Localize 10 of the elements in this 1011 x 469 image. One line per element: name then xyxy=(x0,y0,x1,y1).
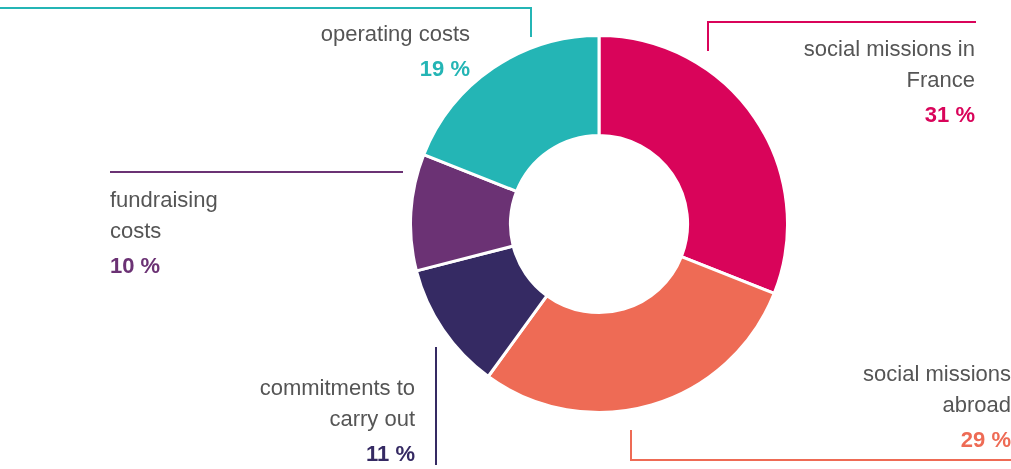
slice-label: social missions in France xyxy=(803,36,975,92)
data-label: 29 % xyxy=(959,426,1011,454)
slice-label: operating costs xyxy=(320,21,470,46)
slice-label: fundraising costs xyxy=(110,187,218,243)
data-label: 10 % xyxy=(110,252,162,280)
data-label: 31 % xyxy=(923,101,975,129)
slice-label: social missions abroad xyxy=(863,361,1011,417)
slice-label: commitments to carry out xyxy=(259,375,415,431)
data-label: 11 % xyxy=(365,440,415,468)
data-label: 19 % xyxy=(418,55,470,83)
